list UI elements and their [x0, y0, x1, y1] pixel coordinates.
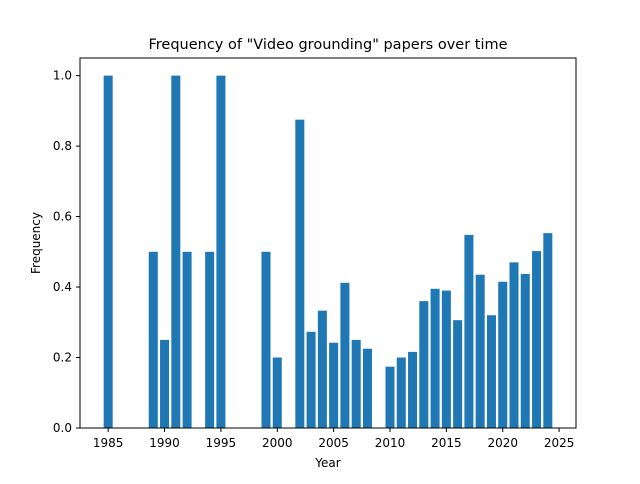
y-tick-label: 0.2 — [53, 351, 72, 365]
y-axis-ticks: 0.0 0.2 0.4 0.6 0.8 1.0 — [53, 69, 80, 435]
bar-2015 — [441, 290, 451, 428]
y-tick-label: 0.8 — [53, 139, 72, 153]
bar-2011 — [396, 357, 406, 428]
bar-2010 — [385, 366, 395, 428]
x-tick-label: 2015 — [431, 436, 462, 450]
x-tick-label: 2025 — [544, 436, 575, 450]
bar-1992 — [182, 251, 192, 428]
bar-2014 — [430, 288, 440, 428]
bar-2002 — [295, 119, 305, 429]
chart-title: Frequency of "Video grounding" papers ov… — [148, 37, 507, 53]
x-tick-label: 2000 — [262, 436, 293, 450]
y-tick-label: 0.0 — [53, 421, 72, 435]
bar-2017 — [464, 234, 474, 428]
bar-2006 — [340, 282, 350, 428]
y-axis-label: Frequency — [29, 212, 43, 274]
bar-1989 — [148, 251, 158, 428]
bar-2021 — [509, 262, 519, 428]
bar-1985 — [103, 75, 113, 429]
bar-2023 — [532, 251, 542, 428]
bar-2003 — [306, 331, 316, 428]
bar-2024 — [543, 233, 553, 428]
bars-group — [103, 75, 553, 429]
bar-2000 — [272, 357, 282, 428]
bar-2005 — [329, 342, 339, 428]
y-tick-label: 0.4 — [53, 280, 72, 294]
bar-1995 — [216, 75, 226, 429]
x-axis-ticks: 1985 1990 1995 2000 2005 2010 2015 2020 2025 — [93, 428, 574, 450]
x-tick-label: 1995 — [206, 436, 237, 450]
y-tick-label: 0.6 — [53, 210, 72, 224]
bar-2013 — [419, 301, 429, 428]
x-tick-label: 2010 — [375, 436, 406, 450]
y-tick-label: 1.0 — [53, 69, 72, 83]
x-tick-label: 1985 — [93, 436, 124, 450]
bar-1994 — [205, 251, 215, 428]
bar-2016 — [453, 320, 463, 428]
bar-2004 — [317, 310, 327, 428]
bar-2020 — [498, 281, 508, 428]
bar-1990 — [160, 339, 170, 428]
bar-2007 — [351, 339, 361, 428]
bar-1999 — [261, 251, 271, 428]
bar-2019 — [486, 315, 496, 428]
bar-2018 — [475, 274, 485, 428]
x-tick-label: 1990 — [149, 436, 180, 450]
x-tick-label: 2005 — [318, 436, 349, 450]
plot-frame — [79, 57, 577, 429]
bar-2008 — [362, 348, 372, 428]
x-tick-label: 2020 — [487, 436, 518, 450]
bar-1991 — [171, 75, 181, 429]
bar-2012 — [408, 351, 418, 428]
bar-2022 — [520, 274, 530, 428]
x-axis-label: Year — [314, 456, 340, 470]
